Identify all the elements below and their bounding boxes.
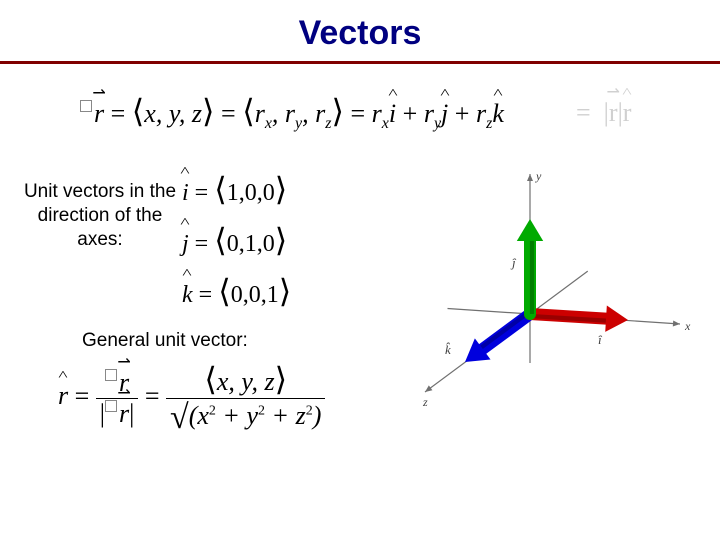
title-underline [0, 61, 720, 64]
general-unit-vector-caption: General unit vector: [82, 330, 248, 352]
svg-text:î: î [598, 332, 603, 347]
svg-text:k̂: k̂ [445, 342, 451, 357]
svg-text:ĵ: ĵ [510, 255, 517, 270]
coordinate-axes-diagram: x y z ĵ k̂ î [380, 164, 700, 424]
svg-text:y: y [535, 169, 542, 183]
general-unit-vector-equation: r = r |r| = ⟨x, y, z⟩ √(x2 + y2 + z2) [58, 360, 325, 437]
rx: rx, ry, rz [255, 99, 332, 128]
magnitude-form: = |r|r [576, 98, 631, 128]
i-hat-def: i = ⟨1,0,0⟩ [182, 164, 291, 215]
r-vector-symbol: r [94, 99, 104, 129]
j-hat-def: j = ⟨0,1,0⟩ [182, 215, 291, 266]
main-vector-equation: r = ⟨x, y, z⟩ = ⟨rx, ry, rz⟩ = rxi + ryj… [80, 92, 504, 133]
component-form: rxi + ryj + rzk [372, 99, 504, 128]
page-title: Vectors [0, 14, 720, 53]
svg-text:x: x [684, 319, 691, 333]
k-hat-def: k = ⟨0,0,1⟩ [182, 266, 291, 317]
unit-vectors-caption: Unit vectors in the direction of the axe… [20, 180, 180, 251]
r-over-magr: r |r| [96, 368, 139, 429]
xyz-tuple: x, y, z [144, 99, 202, 128]
svg-text:z: z [422, 395, 428, 409]
xyz-over-sqrt: ⟨x, y, z⟩ √(x2 + y2 + z2) [166, 360, 325, 437]
unit-vector-definitions: i = ⟨1,0,0⟩ j = ⟨0,1,0⟩ k = ⟨0,0,1⟩ [182, 164, 291, 318]
